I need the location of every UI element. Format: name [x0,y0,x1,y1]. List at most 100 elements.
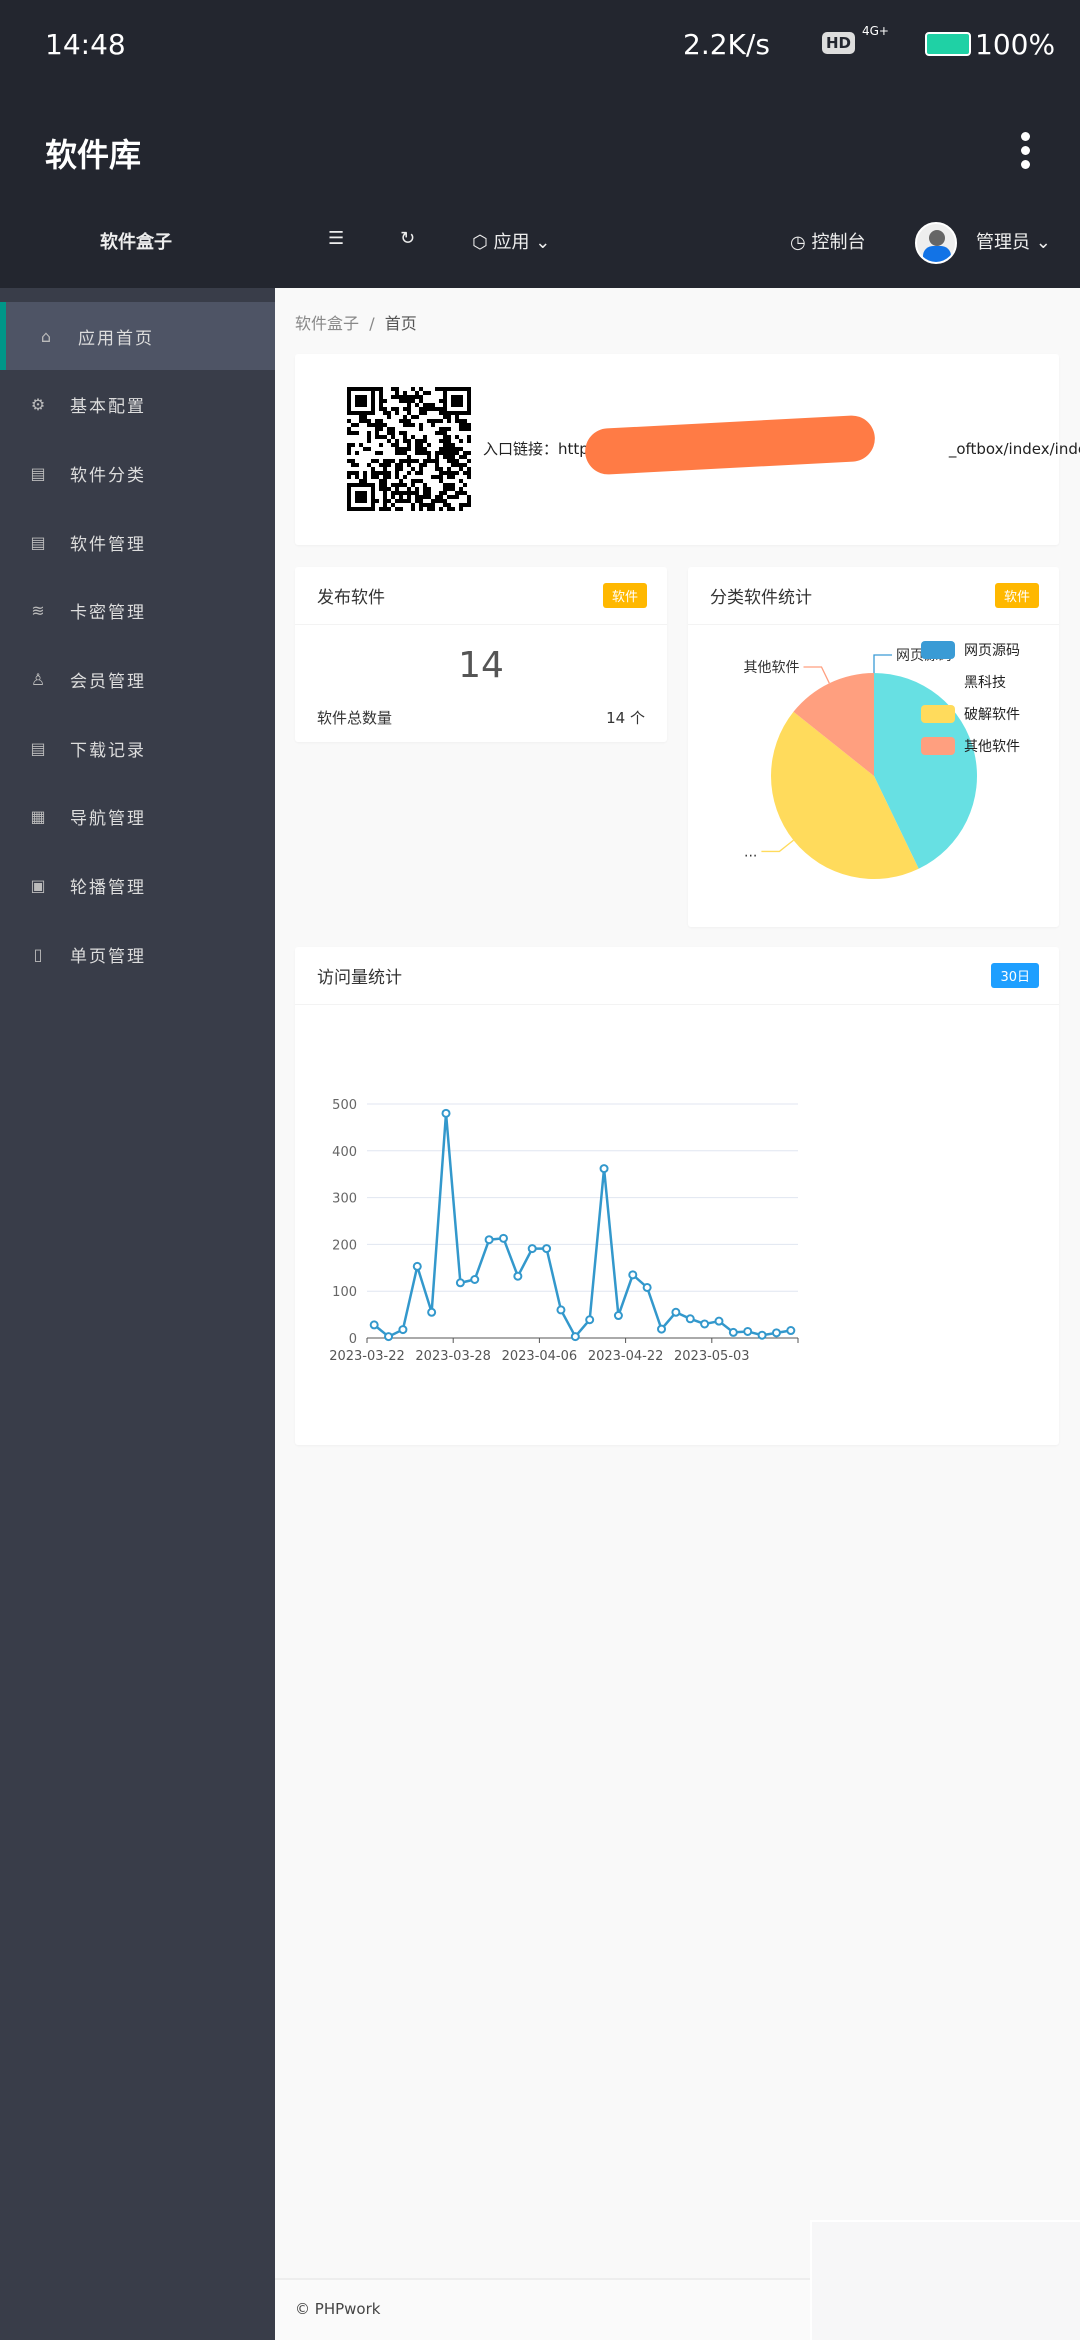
refresh-icon[interactable]: ↻ [400,228,416,249]
qr-module [383,467,387,471]
sidebar-item[interactable]: ▤ 软件分类 [0,439,275,507]
qr-module [455,399,459,403]
logo[interactable]: 软件盒子 [100,232,172,253]
sidebar-item[interactable]: ▣ 轮播管理 [0,852,275,920]
qr-module [387,507,391,511]
qr-module [395,391,399,395]
sidebar-item[interactable]: ♙ 会员管理 [0,646,275,714]
avatar[interactable] [915,222,957,264]
qr-module [355,475,359,479]
qr-module [411,415,415,419]
qr-module [459,387,463,391]
data-point [757,1330,767,1340]
sidebar-item[interactable]: ▤ 软件管理 [0,508,275,576]
qr-module [439,431,443,435]
qr-module [467,495,471,499]
sidebar-item[interactable]: ▦ 导航管理 [0,783,275,851]
hd-icon: HD [822,32,856,54]
qr-module [347,399,351,403]
legend-swatch [921,641,955,659]
apps-menu[interactable]: ⬡ 应用 ⌄ [472,228,550,254]
sidebar-item[interactable]: ⌂ 应用首页 [0,302,275,370]
qr-module [399,451,403,455]
qr-module [359,479,363,483]
qr-module [459,399,463,403]
qr-module [351,411,355,415]
sidebar-item[interactable]: ⚙ 基本配置 [0,371,275,439]
qr-module [403,395,407,399]
qr-module [455,419,459,423]
visits-line-chart: 0 100 200 300 400 500 2023-03-22 2023-03-28 2023… [329,1098,799,1364]
qr-module [467,499,471,503]
qr-module [427,491,431,495]
qr-module [379,487,383,491]
breadcrumb-root[interactable]: 软件盒子 [295,314,360,333]
qr-module [383,499,387,503]
qr-module [463,411,467,415]
qr-module [363,507,367,511]
more-menu-icon[interactable] [1015,132,1035,172]
legend-item: 黑科技 [964,675,1006,691]
qr-module [451,403,455,407]
qr-module [411,507,415,511]
qr-module [399,495,403,499]
qr-module [347,407,351,411]
qr-module [355,431,359,435]
qr-module [447,503,451,507]
data-point [513,1271,523,1281]
collapse-menu-icon[interactable]: ☰ [328,228,345,249]
qr-module [347,487,351,491]
entry-link[interactable]: 入口链接：http _oftbox/index/index [483,438,1080,459]
card-badge: 软件 [994,583,1039,608]
redaction-mark [583,414,877,476]
qr-module [435,451,439,455]
qr-module [387,475,391,479]
battery-icon [925,32,971,56]
data-point [412,1261,422,1271]
qr-module [427,451,431,455]
qr-module [347,395,351,399]
sidebar-item[interactable]: ▤ 下载记录 [0,714,275,782]
qr-module [347,459,351,463]
qr-module [415,395,419,399]
qr-module [399,447,403,451]
sidebar-item[interactable]: ▯ 单页管理 [0,920,275,988]
qr-module [379,463,383,467]
data-point [498,1233,508,1243]
qr-module [435,499,439,503]
qr-module [363,403,367,407]
qr-module [399,483,403,487]
data-point [441,1108,451,1118]
qr-module [419,427,423,431]
qr-module [347,495,351,499]
qr-module [407,407,411,411]
qr-module [423,459,427,463]
user-menu[interactable]: 管理员 ⌄ [976,228,1051,254]
qr-module [447,467,451,471]
qr-module [387,411,391,415]
qr-module [383,459,387,463]
qr-module [427,407,431,411]
qr-module [411,467,415,471]
qr-module [387,427,391,431]
sidebar-item[interactable]: ≋ 卡密管理 [0,577,275,645]
data-point [542,1244,552,1254]
breadcrumb-separator: / [369,314,375,333]
qr-module [351,507,355,511]
qr-module [447,415,451,419]
console-link[interactable]: ◷ 控制台 [790,228,865,254]
qr-module [387,463,391,467]
data-point [470,1275,480,1284]
qr-module [455,435,459,439]
qr-module [419,411,423,415]
qr-module [347,475,351,479]
qr-module [467,439,471,443]
qr-module [355,423,359,427]
qr-module [443,503,447,507]
qr-module [355,463,359,467]
qr-module [447,427,451,431]
qr-module [451,471,455,475]
qr-module [395,443,399,447]
card-header: 访问量统计 30日 [295,947,1059,1005]
qr-module [391,443,395,447]
